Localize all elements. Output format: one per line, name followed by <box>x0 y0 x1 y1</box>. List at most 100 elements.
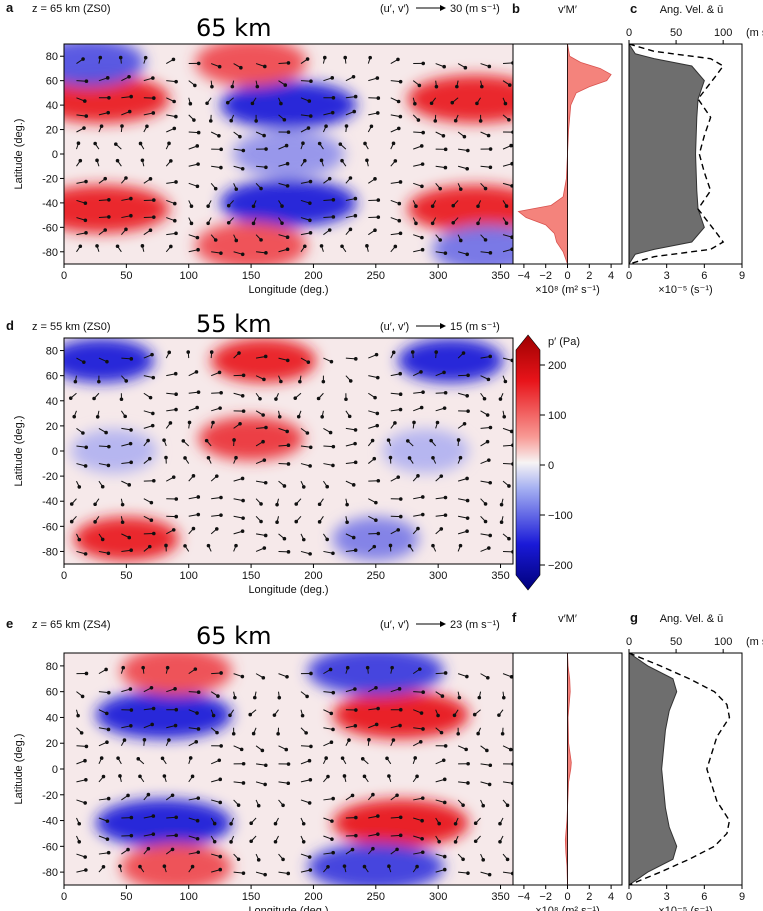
x-tick-label: 350 <box>491 891 509 903</box>
x-tick-label: 100 <box>180 270 198 282</box>
field-cell-6 <box>307 653 444 696</box>
field-cell-6 <box>232 130 345 178</box>
field-cell-1 <box>95 799 232 848</box>
field-cell-0 <box>95 690 232 739</box>
profile-title: v′M′ <box>558 4 577 16</box>
angvel-panel-c: 0 3 6 9 0 50 100 (m s⁻¹) ×10⁻⁵ (s⁻¹) c Ang. Vel. &… <box>626 1 763 296</box>
field-cell-5 <box>382 429 469 473</box>
y-tick-label: -20 <box>42 173 58 185</box>
pressure-field <box>64 338 504 561</box>
field-cell-4 <box>70 429 158 473</box>
field-cell-6 <box>73 516 180 561</box>
x-tick-label: 250 <box>367 570 385 582</box>
x-tick-label: 0 <box>564 270 570 282</box>
field-cell-3 <box>198 416 304 461</box>
angvel-panel-g: 0 3 6 9 0 50 100 (m s⁻¹) ×10⁻⁵ (s⁻¹) g Ang. Vel. &… <box>626 610 763 911</box>
y-tick-label: -80 <box>42 867 58 879</box>
x-axis-label: Longitude (deg.) <box>248 905 328 911</box>
colorbar-gradient <box>515 334 541 591</box>
y-tick-label: 20 <box>46 421 58 433</box>
field-cell-2 <box>210 338 317 383</box>
top-axis-unit: (m s⁻¹) <box>746 636 763 648</box>
y-tick-label: 0 <box>52 446 58 458</box>
y-tick-label: -60 <box>42 521 58 533</box>
x-axis-label: ×10⁻⁵ (s⁻¹) <box>658 284 712 296</box>
vector-key-value: 30 (m s⁻¹) <box>450 3 500 15</box>
x-tick-label: 9 <box>739 891 745 903</box>
angular-velocity-area <box>628 652 678 886</box>
field-cell-5 <box>220 178 357 227</box>
vector-key-value: 15 (m s⁻¹) <box>450 321 500 333</box>
x-tick-label: −4 <box>518 891 531 903</box>
flux-area <box>564 652 572 886</box>
panel-header: z = 65 km (ZS4) <box>32 619 111 631</box>
y-tick-label: -60 <box>42 841 58 853</box>
x-tick-label: −2 <box>539 891 552 903</box>
top-tick-label: 50 <box>670 27 682 39</box>
panel-header: z = 65 km (ZS0) <box>32 3 111 15</box>
field-cell-9 <box>64 44 145 87</box>
x-tick-label: 350 <box>491 570 509 582</box>
profile-panel-b: −4 −2 0 2 4 ×10⁸ (m² s⁻¹) b v′M′ <box>512 1 623 296</box>
y-tick-label: -40 <box>42 496 58 508</box>
x-tick-label: 2 <box>586 270 592 282</box>
y-tick-label: -20 <box>42 790 58 802</box>
profile-title: Ang. Vel. & ū <box>660 613 724 625</box>
y-tick-label: 0 <box>52 764 58 776</box>
profile-frame <box>628 43 743 265</box>
wind-vectors <box>75 665 513 877</box>
x-axis-label: ×10⁸ (m² s⁻¹) <box>535 905 600 911</box>
profile-frame <box>628 652 743 886</box>
colorbar-tick: −200 <box>548 560 573 572</box>
field-cell-10 <box>432 225 513 264</box>
x-tick-label: 100 <box>180 891 198 903</box>
field-cell-7 <box>195 44 307 87</box>
x-tick-label: 150 <box>242 270 260 282</box>
x-tick-label: 300 <box>429 570 447 582</box>
x-tick-label: 200 <box>304 270 322 282</box>
y-tick-label: -40 <box>42 816 58 828</box>
x-tick-label: −2 <box>539 270 552 282</box>
colorbar-tick: 100 <box>548 410 566 422</box>
y-tick-label: 60 <box>46 76 58 88</box>
x-axis-label: ×10⁻⁵ (s⁻¹) <box>658 905 712 911</box>
vector-key: (u′, v′) <box>380 3 409 15</box>
x-tick-label: 6 <box>701 891 707 903</box>
y-axis-label: Latitude (deg.) <box>13 119 25 190</box>
x-tick-label: 6 <box>701 270 707 282</box>
field-cell-3 <box>332 799 469 848</box>
x-tick-label: 0 <box>626 270 632 282</box>
x-tick-label: 350 <box>491 270 509 282</box>
colorbar-tick: −100 <box>548 510 573 522</box>
top-tick-label: 0 <box>626 636 632 648</box>
top-tick-label: 100 <box>714 636 732 648</box>
x-tick-label: 3 <box>664 270 670 282</box>
x-tick-label: 150 <box>242 570 260 582</box>
mean-zonal-wind-line <box>628 652 731 886</box>
colorbar-label: p′ (Pa) <box>548 336 580 348</box>
mean-zonal-wind-line <box>628 43 725 265</box>
x-tick-label: 200 <box>304 891 322 903</box>
field-cell-4 <box>120 653 233 696</box>
y-axis-label: Latitude (deg.) <box>13 734 25 805</box>
colorbar-tick: 200 <box>548 360 566 372</box>
y-tick-label: -60 <box>42 222 58 234</box>
map-panel-a: 0 50 100 150 200 250 300 350806040200-20-40-60-… <box>6 0 514 296</box>
field-cell-0 <box>64 338 155 383</box>
y-tick-label: -40 <box>42 198 58 210</box>
y-tick-label: 80 <box>46 346 58 358</box>
panel-letter: e <box>6 616 13 631</box>
top-tick-label: 100 <box>714 27 732 39</box>
x-tick-label: 50 <box>120 570 132 582</box>
top-tick-label: 50 <box>670 636 682 648</box>
x-tick-label: 100 <box>180 570 198 582</box>
x-tick-label: 150 <box>242 891 260 903</box>
y-tick-label: 80 <box>46 51 58 63</box>
field-cell-2 <box>332 690 469 739</box>
profile-title: Ang. Vel. & ū <box>660 4 724 16</box>
x-tick-label: 4 <box>608 270 614 282</box>
x-tick-label: 250 <box>367 270 385 282</box>
x-axis-label: Longitude (deg.) <box>248 584 328 596</box>
panel-letter: b <box>512 1 520 16</box>
x-tick-label: 4 <box>608 891 614 903</box>
